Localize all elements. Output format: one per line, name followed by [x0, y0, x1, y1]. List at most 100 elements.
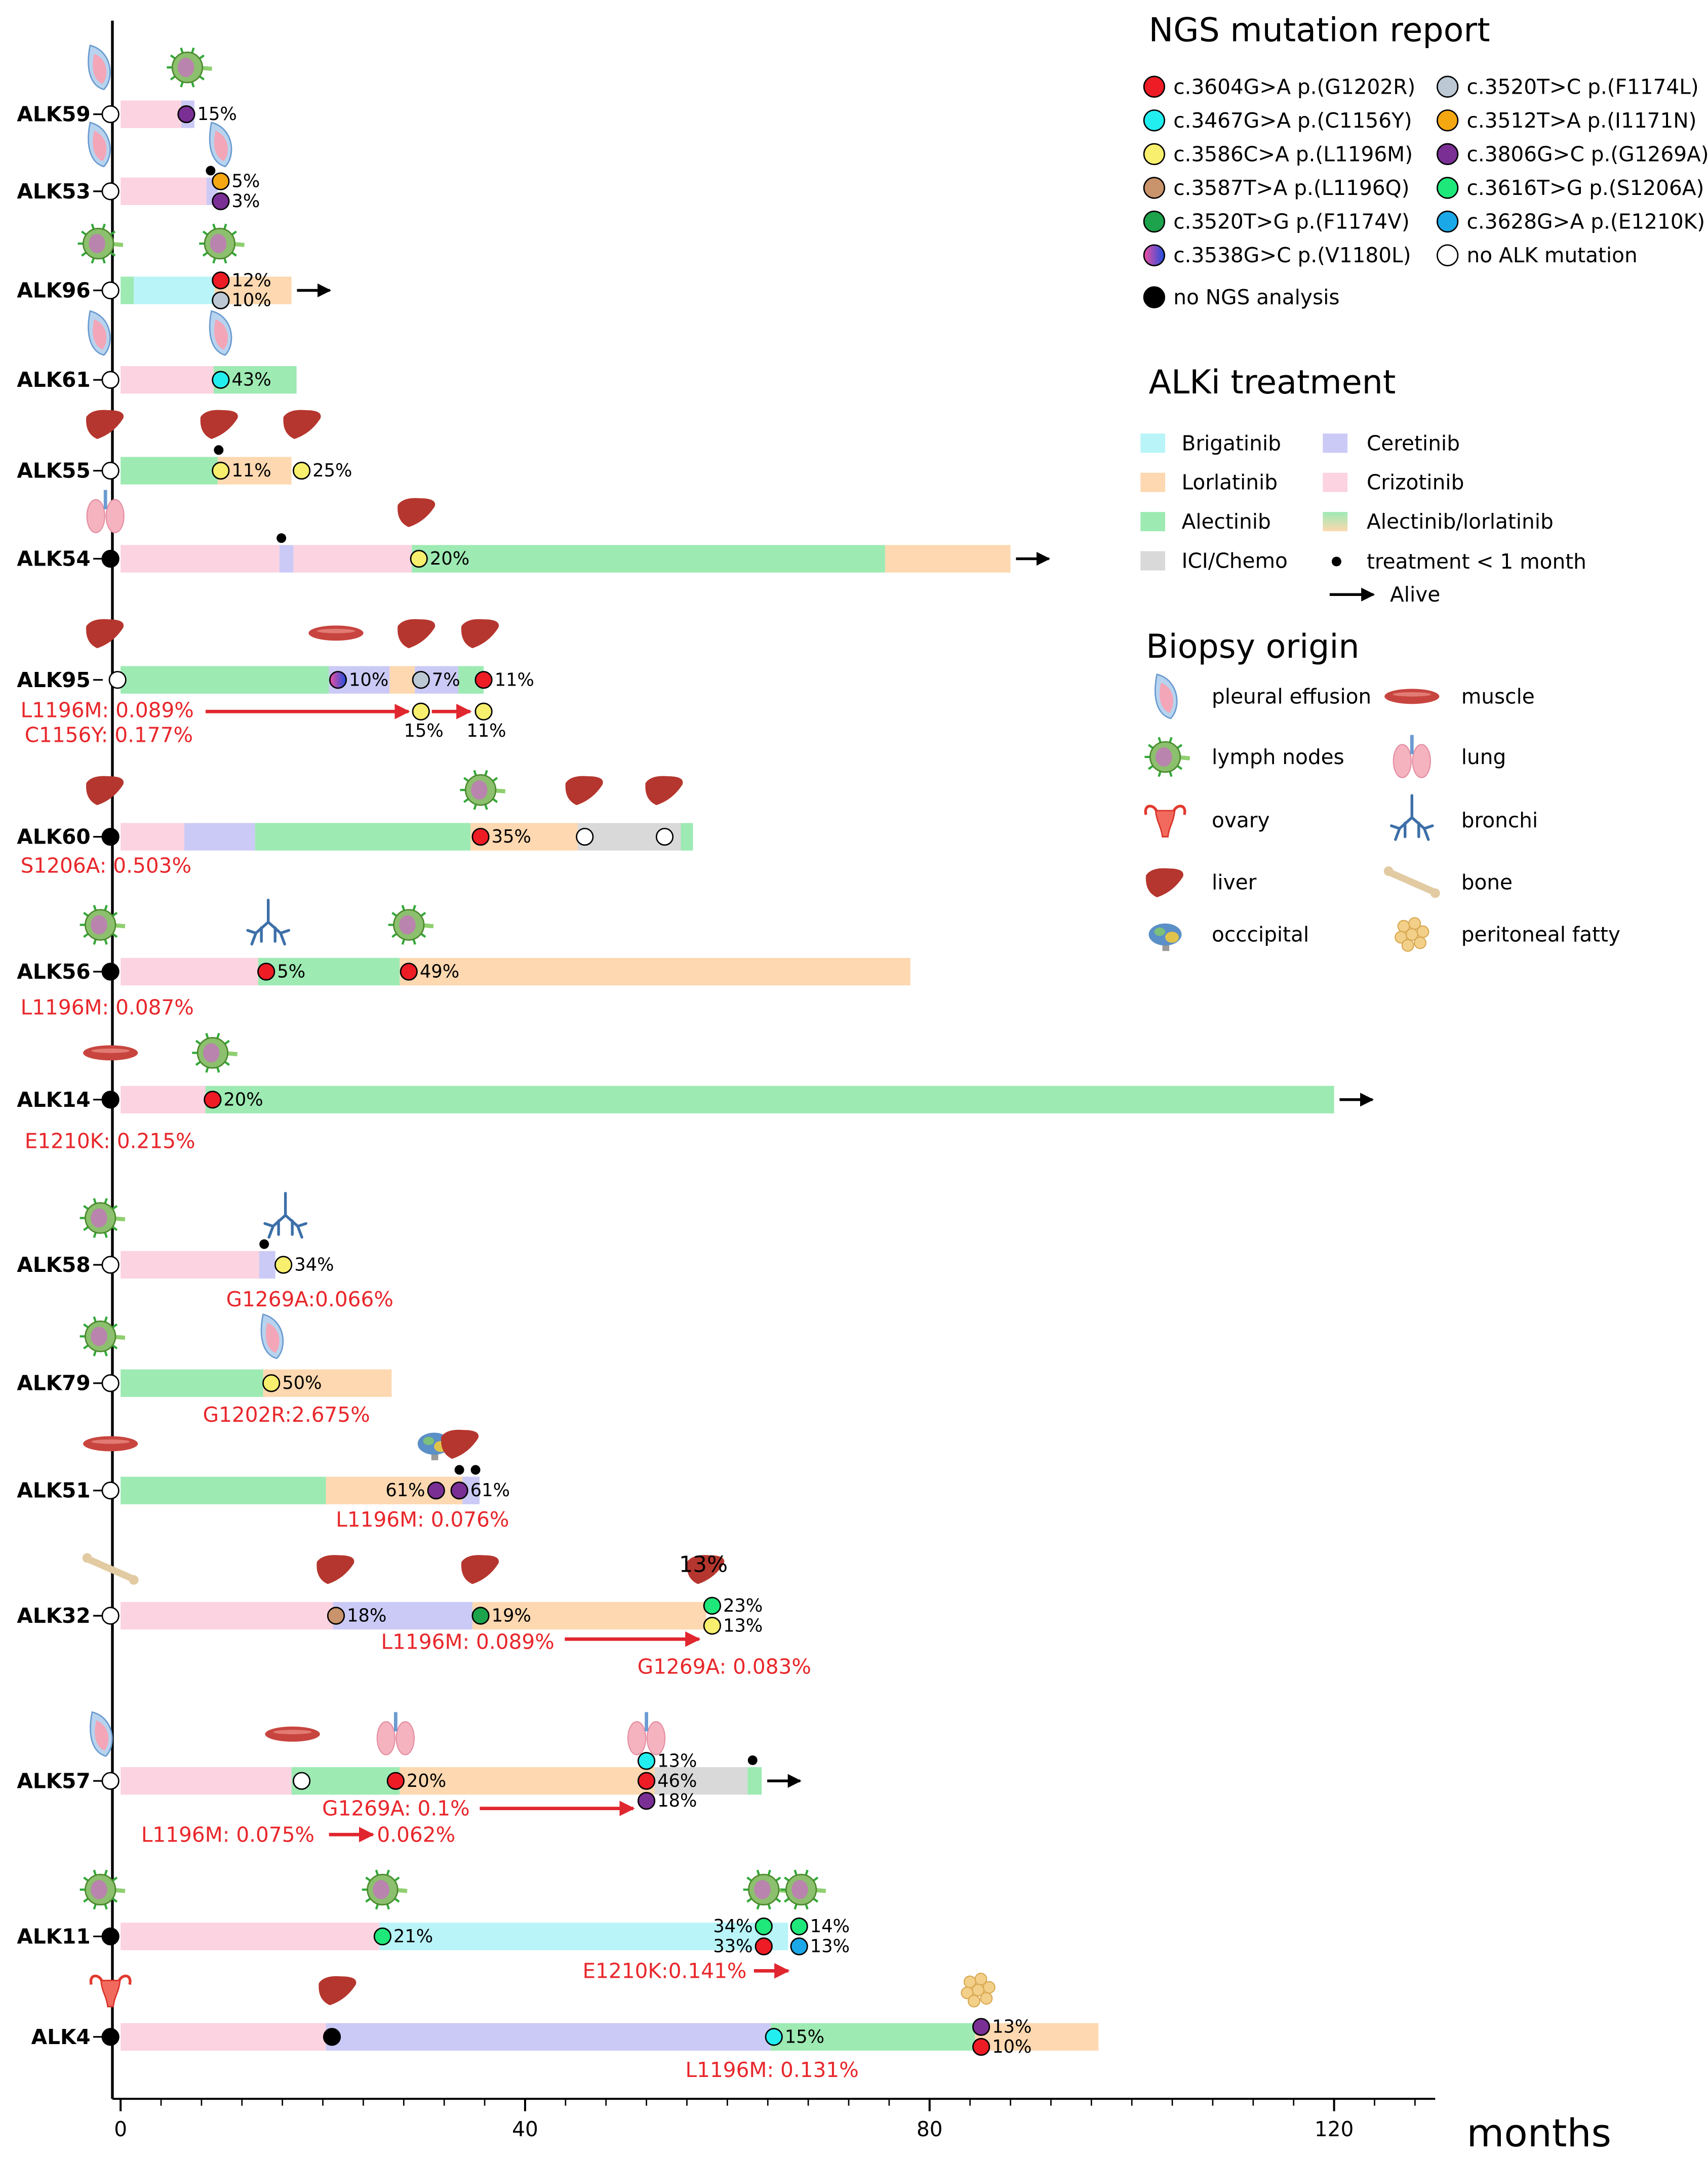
ctdna-note: E1210K: 0.215%	[25, 1129, 195, 1153]
biopsy-icon	[460, 770, 506, 810]
legend-icon	[1144, 805, 1186, 837]
treatment-bar	[121, 1369, 263, 1397]
biopsy-icon	[260, 1313, 284, 1360]
mutation-marker	[212, 271, 230, 290]
patient-label: ALK4	[31, 2025, 91, 2049]
icon-part	[316, 628, 355, 633]
icon-part	[214, 131, 228, 162]
icon-part	[1383, 866, 1394, 876]
marker-label: 20%	[407, 1771, 446, 1791]
icon-part	[1416, 925, 1429, 938]
biopsy-icon	[90, 1711, 113, 1757]
icon-part	[283, 410, 321, 439]
ctdna-note: L1196M: 0.075%	[141, 1822, 314, 1847]
legend-label: no NGS analysis	[1173, 285, 1339, 309]
mutation-marker	[638, 1752, 656, 1770]
biopsy-icon	[83, 1436, 138, 1452]
biopsy-icon	[376, 1712, 415, 1755]
marker-label: 14%	[810, 1916, 850, 1937]
marker-label: 34%	[713, 1916, 752, 1937]
biopsy-icon	[80, 1316, 126, 1356]
patient-label: ALK14	[17, 1088, 90, 1112]
marker-label: 18%	[347, 1606, 386, 1626]
legend-swatch	[1437, 109, 1459, 132]
legend-label: c.3628G>A p.(E1210K)	[1467, 210, 1705, 234]
marker-label: 15%	[785, 2026, 824, 2047]
treatment-bar	[121, 1767, 292, 1795]
biopsy-icon	[89, 1974, 132, 2008]
legend-title: Biopsy origin	[1146, 628, 1359, 666]
legend-label: bronchi	[1461, 808, 1538, 832]
icon-part	[1414, 936, 1426, 949]
legend-swatch	[1437, 244, 1459, 266]
mutation-marker	[101, 105, 120, 124]
mutation-marker	[972, 2018, 990, 2036]
treatment-bar	[681, 823, 693, 851]
mutation-marker	[212, 192, 230, 211]
mutation-marker	[101, 1482, 120, 1500]
mutation-marker	[972, 2037, 990, 2056]
x-tick-label: 0	[114, 2117, 127, 2141]
legend-label: c.3616T>G p.(S1206A)	[1467, 176, 1704, 200]
legend-swatch	[1143, 75, 1166, 98]
legend-title: NGS mutation report	[1149, 11, 1490, 49]
treatment-bar	[654, 1767, 748, 1795]
icon-part	[85, 1555, 136, 1582]
marker-label: 10%	[992, 2036, 1031, 2057]
marker-label: 20%	[430, 548, 469, 569]
marker-label: 10%	[349, 669, 388, 690]
treatment-bar	[121, 276, 134, 304]
legend-label: lymph nodes	[1212, 745, 1344, 769]
icon-part	[93, 131, 107, 162]
icon-part	[376, 1721, 396, 1755]
legend-label: peritoneal fatty	[1461, 923, 1620, 947]
mutation-marker	[655, 827, 674, 846]
mutation-marker	[790, 1917, 808, 1936]
legend-label: c.3604G>A p.(G1202R)	[1173, 74, 1415, 99]
icon-part	[972, 1983, 985, 1996]
mutation-marker	[386, 1772, 405, 1790]
icon-part	[791, 1880, 808, 1899]
ctdna-note: L1196M: 0.131%	[686, 2058, 859, 2082]
treatment-bar	[121, 1251, 259, 1279]
icon-part	[1145, 868, 1183, 898]
ctdna-note: G1269A: 0.1%	[322, 1796, 469, 1821]
biopsy-icon	[398, 619, 435, 649]
icon-part	[395, 1721, 415, 1755]
treatment-bar	[121, 1086, 206, 1113]
treatment-bar	[121, 1923, 380, 1950]
marker-label: 46%	[657, 1771, 697, 1791]
icon-part	[399, 915, 416, 935]
marker-label: 18%	[657, 1790, 697, 1811]
legend-label: c.3586C>A p.(L1196M)	[1173, 142, 1413, 166]
icon-part	[178, 58, 194, 77]
marker-label: 13%	[657, 1750, 697, 1771]
legend-icon	[1144, 737, 1190, 777]
biopsy-icon	[199, 223, 245, 264]
icon-part	[265, 1323, 280, 1353]
ctdna-note: L1196M: 0.089%	[381, 1630, 554, 1654]
legend-label: Brigatinib	[1181, 431, 1281, 455]
icon-part	[982, 1981, 996, 1994]
legend-swatch	[1437, 177, 1459, 199]
icon-part	[423, 1436, 434, 1446]
mutation-marker	[101, 827, 120, 846]
patient-label: ALK79	[17, 1371, 90, 1395]
patient-label: ALK53	[17, 179, 90, 204]
treatment-bar	[255, 823, 471, 851]
legend-title: ALKi treatment	[1149, 364, 1396, 402]
marker-label: 10%	[232, 290, 271, 311]
x-axis-label: months	[1467, 2111, 1611, 2155]
biopsy-icon	[263, 1191, 307, 1239]
treatment-bar	[389, 666, 415, 694]
legend-label: ovary	[1212, 808, 1269, 832]
legend-swatch	[1143, 109, 1166, 132]
mutation-marker	[204, 1091, 222, 1109]
mutation-marker	[427, 1482, 445, 1500]
biopsy-icon	[308, 625, 364, 641]
biopsy-icon	[80, 1869, 126, 1910]
legend-label: Alectinib/lorlatinib	[1367, 509, 1554, 534]
mutation-marker	[101, 549, 120, 568]
icon-part	[100, 1980, 121, 2008]
biopsy-icon	[441, 1429, 479, 1459]
